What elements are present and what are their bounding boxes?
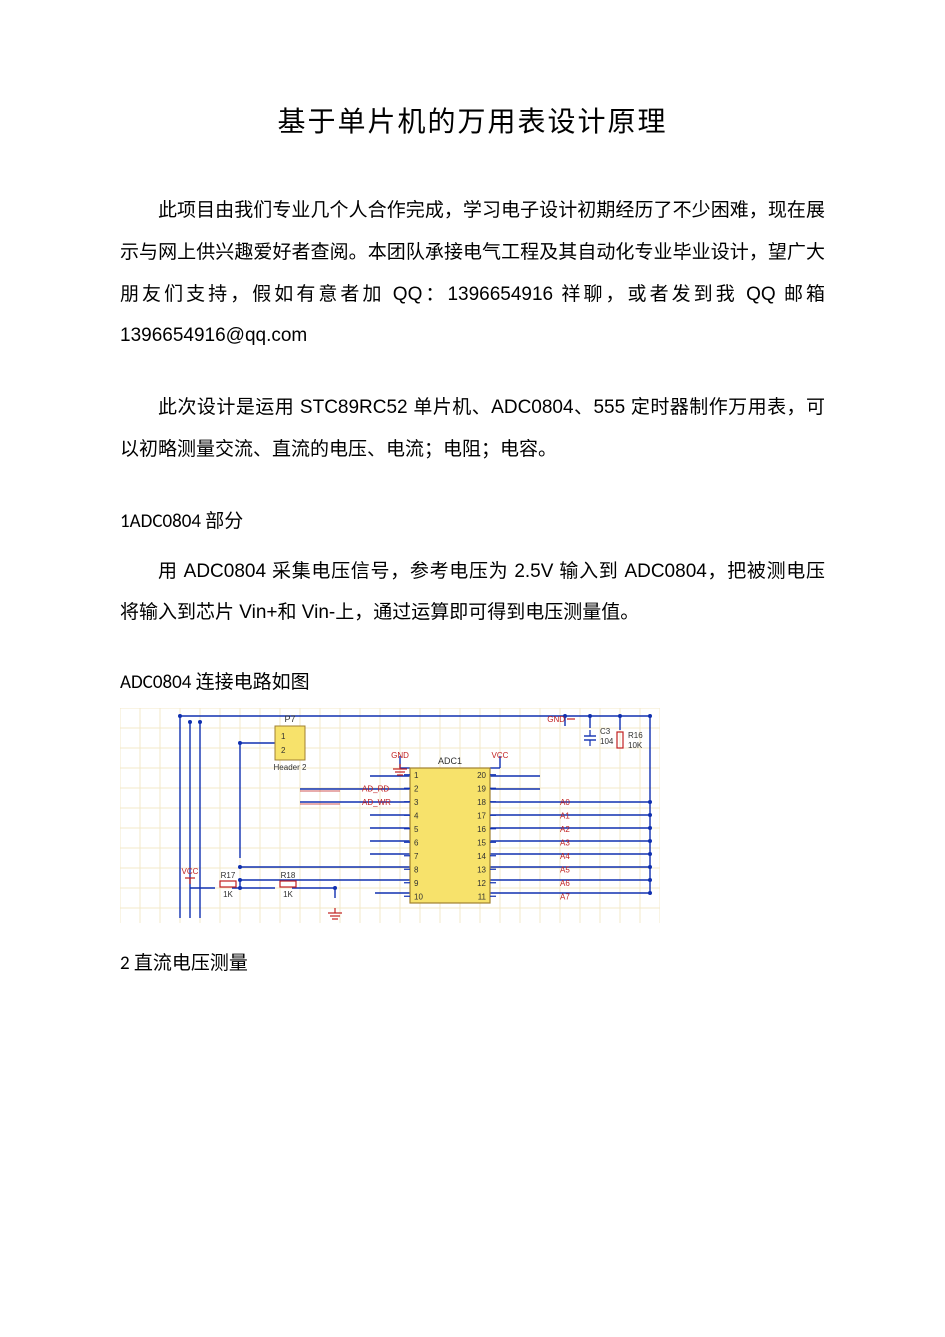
svg-text:8: 8 <box>414 865 419 874</box>
svg-text:1: 1 <box>281 732 286 741</box>
svg-text:4: 4 <box>414 811 419 820</box>
svg-text:14: 14 <box>477 852 486 861</box>
svg-text:11: 11 <box>478 892 487 901</box>
page-title: 基于单片机的万用表设计原理 <box>120 100 825 140</box>
svg-text:A3: A3 <box>560 838 570 847</box>
svg-text:12: 12 <box>477 879 486 888</box>
svg-text:10K: 10K <box>628 741 643 750</box>
svg-text:2: 2 <box>414 784 419 793</box>
diagram-caption: ADC0804 连接电路如图 <box>120 664 825 702</box>
svg-text:R17: R17 <box>221 871 236 880</box>
intro-paragraph-2: 此次设计是运用 STC89RC52 单片机、ADC0804、555 定时器制作万… <box>120 387 825 471</box>
svg-text:18: 18 <box>477 798 486 807</box>
svg-text:A4: A4 <box>560 852 570 861</box>
svg-text:1: 1 <box>414 771 419 780</box>
svg-text:13: 13 <box>477 865 486 874</box>
svg-text:10: 10 <box>414 892 423 901</box>
svg-text:6: 6 <box>414 838 419 847</box>
section-1-body: 用 ADC0804 采集电压信号，参考电压为 2.5V 输入到 ADC0804，… <box>120 551 825 635</box>
svg-text:Header 2: Header 2 <box>274 763 307 772</box>
svg-text:3: 3 <box>414 798 419 807</box>
svg-text:9: 9 <box>414 879 419 888</box>
svg-text:VCC: VCC <box>492 751 509 760</box>
section-1-header: 1ADC0804 部分 <box>120 501 825 543</box>
svg-text:A0: A0 <box>560 798 570 807</box>
svg-text:15: 15 <box>477 838 486 847</box>
svg-text:17: 17 <box>477 811 486 820</box>
svg-text:AD_WR: AD_WR <box>362 798 391 807</box>
svg-text:P7: P7 <box>284 714 295 724</box>
svg-text:ADC1: ADC1 <box>438 756 462 766</box>
svg-text:A2: A2 <box>560 825 570 834</box>
svg-text:GND: GND <box>391 751 409 760</box>
svg-text:R18: R18 <box>281 871 296 880</box>
svg-text:7: 7 <box>414 852 419 861</box>
section-2-header: 2 直流电压测量 <box>120 943 825 985</box>
svg-text:C3: C3 <box>600 727 611 736</box>
svg-text:A6: A6 <box>560 879 570 888</box>
schematic-svg: P7Header 212ADC112AD_RD3AD_WR45678910201… <box>120 708 660 923</box>
svg-text:A1: A1 <box>560 811 570 820</box>
svg-text:1K: 1K <box>223 890 233 899</box>
svg-text:2: 2 <box>281 746 286 755</box>
svg-text:20: 20 <box>477 771 486 780</box>
svg-text:VCC: VCC <box>182 867 199 876</box>
svg-text:1K: 1K <box>283 890 293 899</box>
svg-text:GND: GND <box>547 715 565 724</box>
svg-text:R16: R16 <box>628 731 643 740</box>
intro-paragraph-1: 此项目由我们专业几个人合作完成，学习电子设计初期经历了不少困难，现在展示与网上供… <box>120 190 825 357</box>
svg-text:AD_RD: AD_RD <box>362 784 389 793</box>
svg-text:A5: A5 <box>560 865 570 874</box>
svg-text:16: 16 <box>477 825 486 834</box>
svg-text:A7: A7 <box>560 892 570 901</box>
svg-text:104: 104 <box>600 737 614 746</box>
schematic-diagram: P7Header 212ADC112AD_RD3AD_WR45678910201… <box>120 708 825 923</box>
svg-text:19: 19 <box>477 784 486 793</box>
svg-text:5: 5 <box>414 825 419 834</box>
